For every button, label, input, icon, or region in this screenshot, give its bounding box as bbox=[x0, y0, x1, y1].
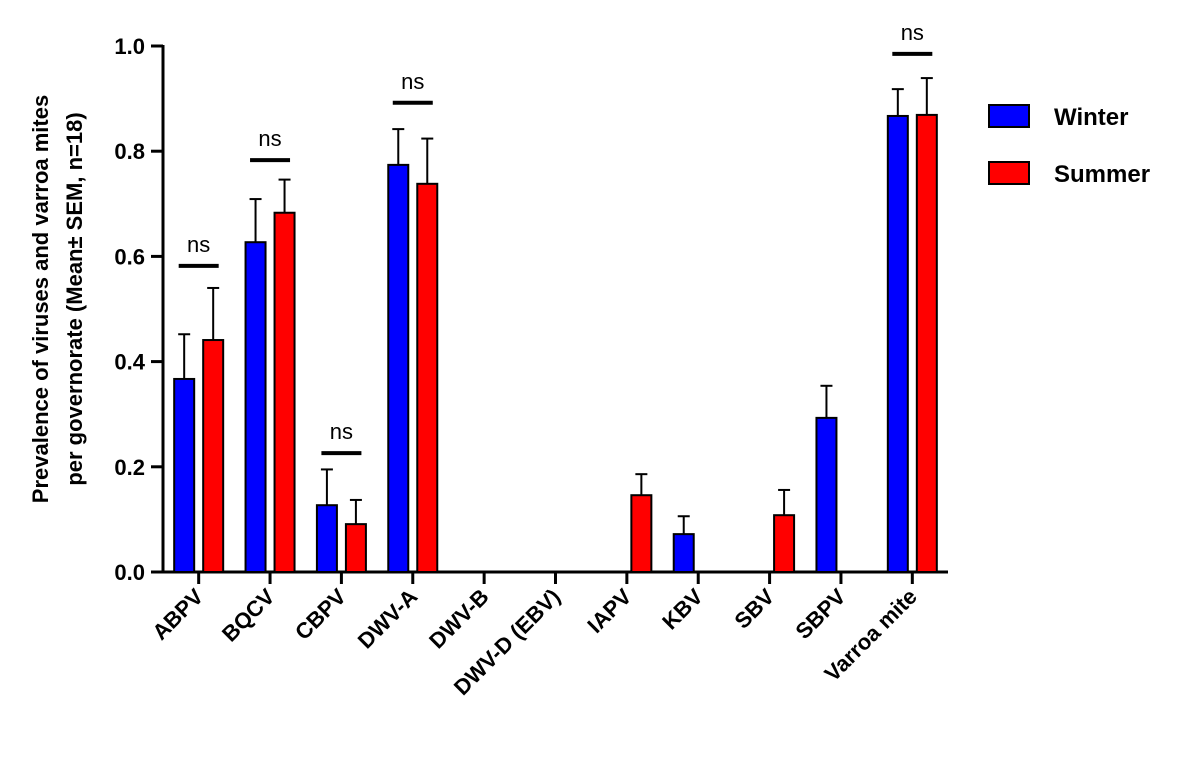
legend-label: Winter bbox=[1054, 104, 1128, 131]
significance-label: ns bbox=[901, 20, 924, 45]
y-axis-label: Prevalence of viruses and varroa mites bbox=[28, 95, 53, 503]
x-tick-label: DWV-B bbox=[424, 584, 494, 654]
legend-swatch bbox=[988, 161, 1030, 185]
legend-swatch bbox=[988, 104, 1030, 128]
x-tick-label: IAPV bbox=[582, 584, 636, 638]
bar bbox=[202, 339, 225, 573]
x-tick-label: SBPV bbox=[790, 584, 850, 644]
x-tick-label: ABPV bbox=[147, 584, 208, 645]
y-axis-label: per governorate (Mean± SEM, n=18) bbox=[62, 112, 87, 485]
y-tick-label: 0.2 bbox=[114, 455, 145, 480]
y-tick-label: 0.4 bbox=[114, 350, 145, 375]
x-tick-label: CBPV bbox=[290, 584, 351, 645]
y-tick-label: 1.0 bbox=[114, 34, 145, 59]
significance-label: ns bbox=[258, 126, 281, 151]
bar bbox=[344, 523, 367, 573]
bar bbox=[672, 533, 695, 573]
bar bbox=[915, 113, 938, 573]
bar bbox=[773, 514, 796, 574]
bar bbox=[173, 377, 196, 574]
significance-label: ns bbox=[187, 232, 210, 257]
bar bbox=[416, 182, 439, 573]
x-tick-label: BQCV bbox=[217, 584, 280, 647]
bar bbox=[273, 211, 296, 573]
bar bbox=[315, 504, 338, 573]
legend-label: Summer bbox=[1054, 161, 1150, 188]
bar bbox=[387, 163, 410, 573]
y-tick-label: 0.0 bbox=[114, 560, 145, 585]
significance-label: ns bbox=[401, 69, 424, 94]
bar bbox=[886, 114, 909, 573]
y-tick-label: 0.8 bbox=[114, 139, 145, 164]
x-tick-label: KBV bbox=[657, 584, 708, 635]
x-tick-label: DWV-A bbox=[353, 584, 423, 654]
x-tick-label: SBV bbox=[729, 584, 779, 634]
bar bbox=[244, 241, 267, 573]
y-tick-label: 0.6 bbox=[114, 244, 145, 269]
significance-label: ns bbox=[330, 419, 353, 444]
bar bbox=[815, 416, 838, 573]
bar bbox=[630, 494, 653, 574]
